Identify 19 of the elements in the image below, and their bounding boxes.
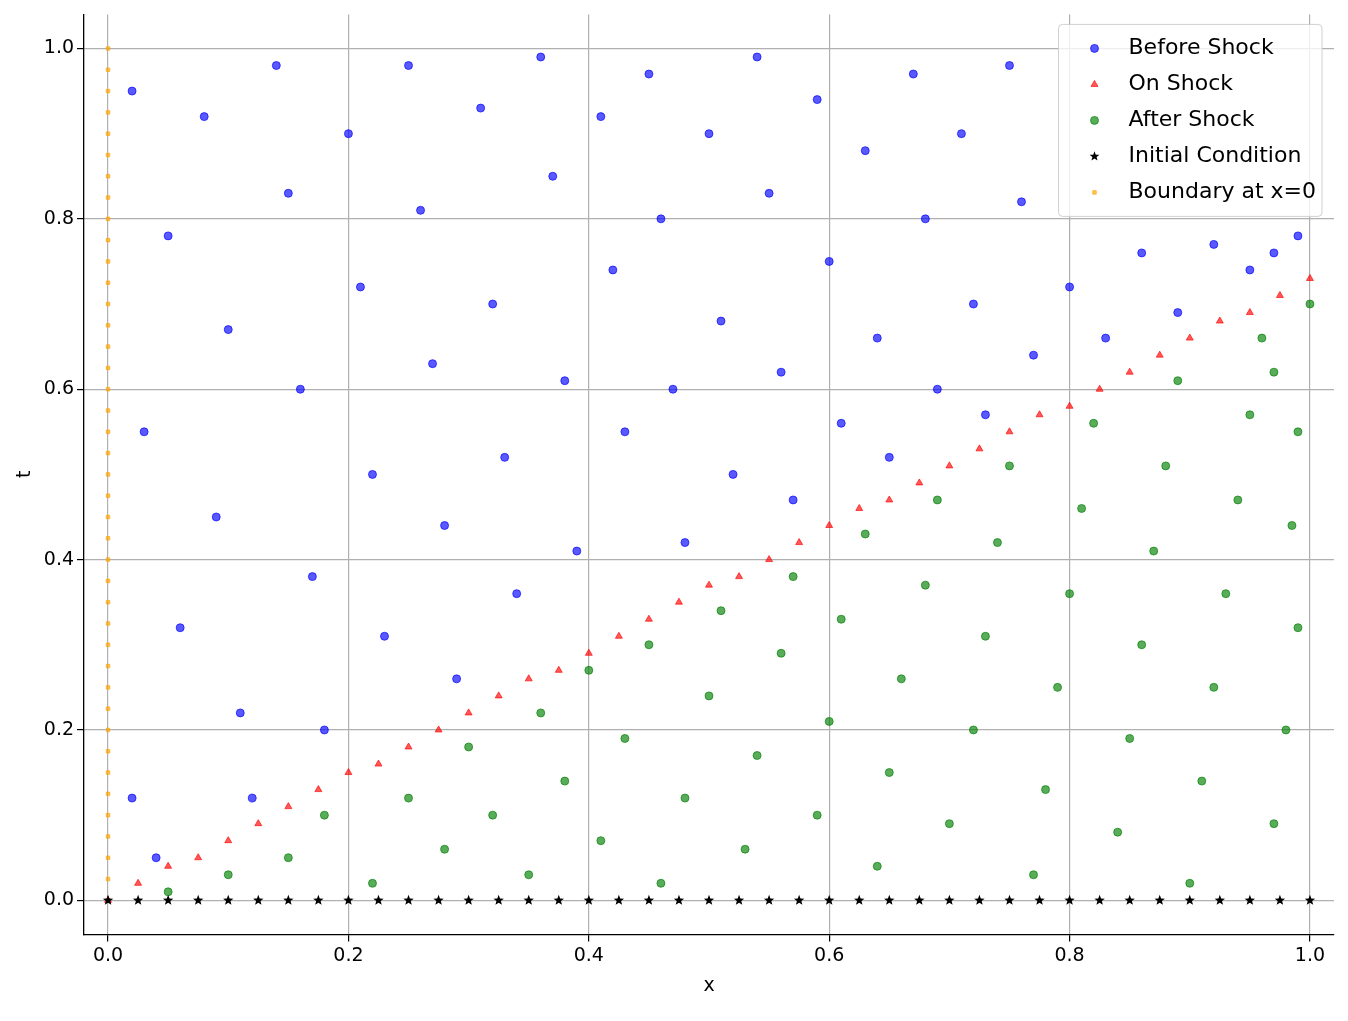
x-tick-label: 0.2	[333, 942, 364, 965]
x-tick-label: 0.4	[573, 942, 604, 965]
x-tick-label: 0.6	[814, 942, 845, 965]
legend-label: Boundary at x=0	[1128, 178, 1317, 204]
y-tick-label: 1.0	[43, 35, 75, 58]
legend-label: Before Shock	[1128, 34, 1274, 60]
x-axis-title: x	[703, 972, 715, 995]
y-tick-label: 0.0	[43, 887, 75, 910]
y-tick-label: 0.8	[43, 205, 75, 228]
legend-label: On Shock	[1128, 70, 1234, 96]
y-axis-title: t	[12, 470, 35, 479]
y-tick-label: 0.4	[43, 546, 75, 569]
x-tick-label: 0.0	[92, 942, 124, 965]
legend-label: After Shock	[1128, 106, 1255, 132]
x-tick-label: 1.0	[1294, 942, 1326, 965]
x-tick-label: 0.8	[1054, 942, 1085, 965]
legend-label: Initial Condition	[1128, 142, 1302, 168]
y-tick-label: 0.2	[43, 716, 75, 739]
y-tick-label: 0.6	[43, 376, 75, 399]
